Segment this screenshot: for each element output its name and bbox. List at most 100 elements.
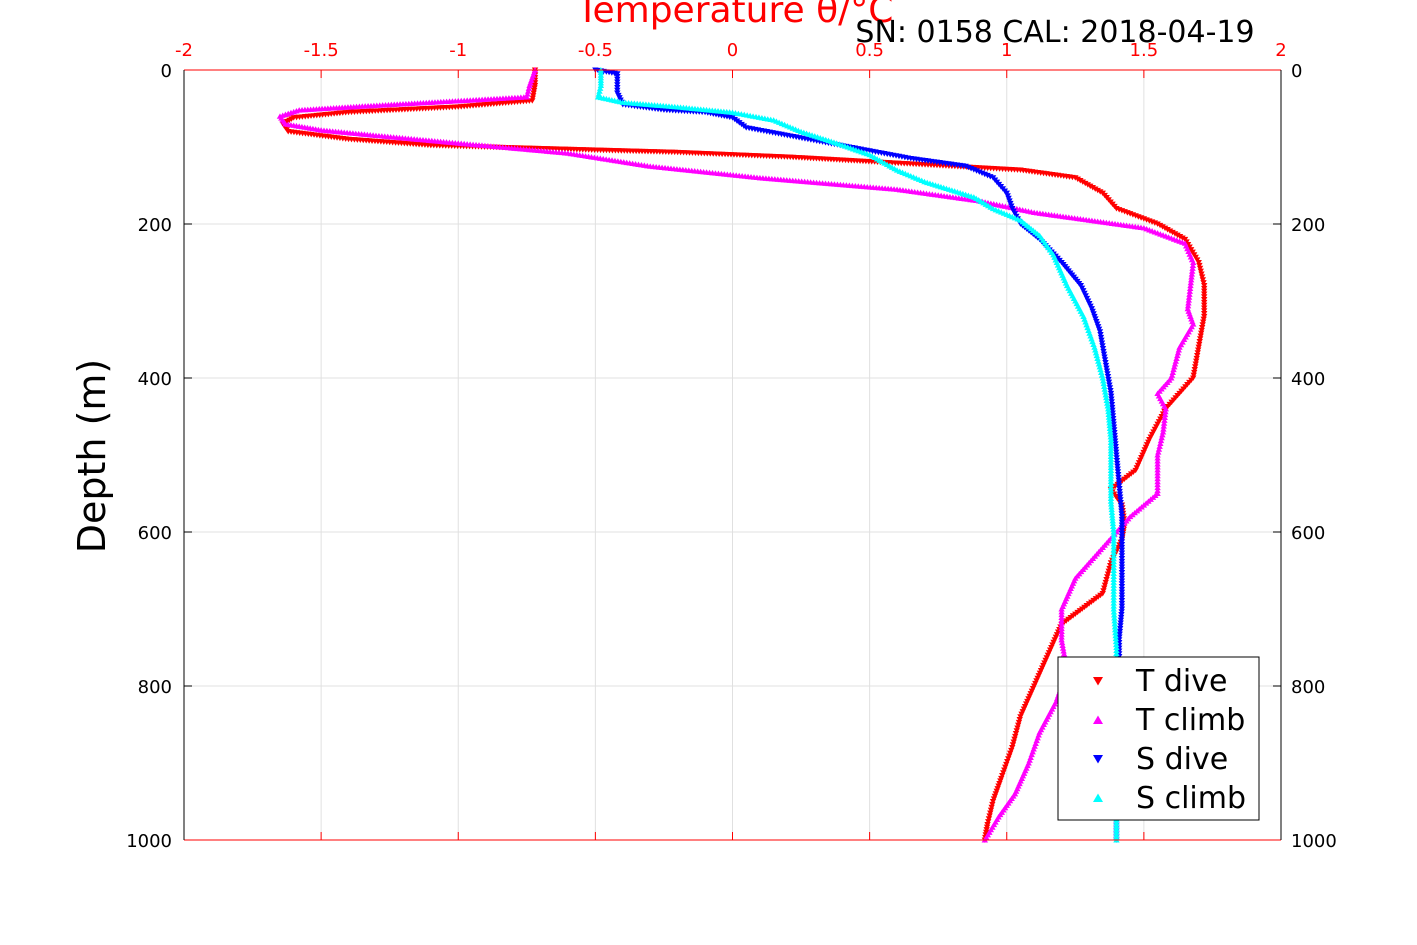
- data-point: [1100, 588, 1107, 594]
- data-point: [1103, 394, 1110, 401]
- y-tick-label-left: 400: [138, 369, 172, 390]
- data-point: [1058, 639, 1066, 646]
- data-point: [1194, 353, 1201, 359]
- data-point: [1107, 495, 1115, 501]
- data-point: [1100, 348, 1107, 355]
- data-point: [1097, 189, 1104, 195]
- data-point: [1105, 414, 1113, 420]
- data-point: [1191, 369, 1198, 376]
- data-point: [1107, 390, 1115, 397]
- data-point: [1115, 483, 1123, 489]
- data-point: [1107, 563, 1114, 569]
- data-point: [1109, 404, 1116, 411]
- data-point: [1003, 761, 1010, 768]
- data-point: [1196, 262, 1203, 269]
- data-point: [1154, 469, 1161, 476]
- data-point: [1118, 570, 1126, 576]
- data-point: [1188, 274, 1195, 280]
- data-point: [1116, 634, 1123, 640]
- x-tick-label: 1.5: [1130, 40, 1159, 61]
- data-point: [1110, 555, 1117, 562]
- data-point: [1113, 831, 1120, 837]
- data-point: [1201, 285, 1208, 292]
- data-point: [987, 807, 995, 814]
- data-point: [1102, 360, 1109, 366]
- data-point: [1059, 645, 1067, 651]
- data-point: [1161, 417, 1168, 423]
- data-point: [1116, 488, 1123, 495]
- data-point: [1118, 508, 1125, 514]
- data-point: [1096, 363, 1103, 370]
- data-point: [524, 88, 532, 94]
- legend-marker: [1093, 715, 1103, 724]
- y-tick-label-left: 1000: [126, 831, 172, 852]
- data-point: [1110, 591, 1117, 597]
- data-point: [1193, 355, 1200, 362]
- data-point: [1118, 586, 1126, 593]
- data-point: [1101, 386, 1108, 392]
- x-tick-label: -1.5: [304, 40, 339, 61]
- data-point: [596, 88, 603, 94]
- data-point: [1108, 501, 1115, 507]
- y-tick-label-right: 0: [1291, 61, 1302, 82]
- data-point: [1118, 600, 1126, 607]
- data-point: [1097, 366, 1104, 373]
- data-point: [1118, 511, 1125, 517]
- data-point: [1104, 374, 1112, 380]
- data-point: [1107, 467, 1115, 473]
- data-point: [1169, 369, 1176, 375]
- data-point: [1098, 340, 1106, 346]
- data-point: [1197, 333, 1204, 339]
- data-point: [1106, 382, 1113, 388]
- data-point: [1176, 234, 1184, 240]
- data-point: [614, 71, 621, 77]
- data-point: [1099, 375, 1106, 381]
- data-point: [1161, 411, 1169, 418]
- data-point: [1198, 274, 1206, 280]
- data-point: [1113, 455, 1120, 461]
- data-point: [1114, 469, 1122, 475]
- data-point: [1179, 235, 1186, 241]
- data-point: [1186, 285, 1194, 292]
- data-point: [1110, 567, 1117, 574]
- data-point: [1170, 366, 1177, 373]
- data-point: [1200, 319, 1207, 325]
- legend-marker: [1093, 677, 1103, 686]
- data-point: [1098, 369, 1105, 375]
- data-point: [1196, 265, 1204, 272]
- data-point: [1110, 546, 1117, 553]
- data-point: [1107, 428, 1114, 434]
- data-point: [1110, 421, 1117, 428]
- data-point: [1201, 283, 1208, 289]
- legend-label: T dive: [1135, 664, 1227, 699]
- data-point: [1154, 466, 1161, 473]
- data-point: [1108, 396, 1115, 402]
- data-point: [1093, 352, 1100, 359]
- data-point: [1154, 461, 1161, 467]
- data-point: [1118, 564, 1126, 570]
- data-point: [1113, 834, 1120, 840]
- data-point: [999, 773, 1006, 779]
- data-point: [1174, 232, 1181, 239]
- data-point: [1082, 180, 1089, 187]
- series-s-dive: [592, 67, 1126, 843]
- data-point: [1108, 402, 1116, 408]
- data-point: [1201, 299, 1208, 306]
- data-point: [1113, 452, 1120, 458]
- x-tick-label: -2: [175, 40, 193, 61]
- data-point: [1107, 445, 1115, 451]
- data-point: [1110, 526, 1117, 532]
- data-point: [1015, 722, 1022, 729]
- data-point: [986, 813, 993, 819]
- data-point: [1112, 441, 1119, 447]
- data-point: [1060, 648, 1067, 654]
- data-point: [1111, 427, 1118, 433]
- data-point: [1168, 372, 1176, 378]
- data-point: [1190, 259, 1197, 266]
- data-point: [1102, 391, 1109, 398]
- data-point: [1154, 478, 1161, 485]
- data-point: [1102, 362, 1110, 369]
- data-point: [1107, 487, 1115, 493]
- data-point: [1107, 439, 1115, 445]
- data-point: [1058, 608, 1065, 615]
